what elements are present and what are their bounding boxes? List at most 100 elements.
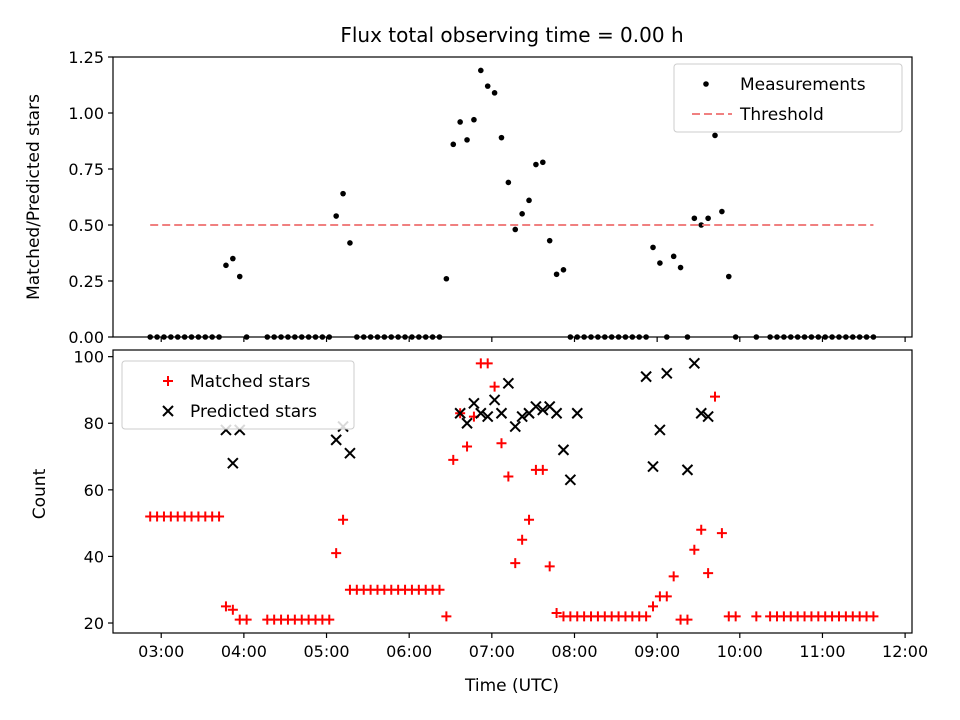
- matched-star-point: [689, 544, 700, 555]
- measurement-point: [657, 260, 663, 266]
- matched-star-point: [537, 464, 548, 475]
- measurement-point: [753, 334, 760, 340]
- matched-star-point: [703, 568, 714, 579]
- measurement-point: [856, 334, 863, 340]
- measurement-point: [422, 334, 429, 340]
- matched-star-point: [331, 548, 342, 559]
- y-tick-label: 0.00: [68, 328, 104, 347]
- predicted-star-point: [227, 457, 239, 469]
- matched-star-point: [489, 381, 500, 392]
- measurement-point: [161, 334, 167, 340]
- measurement-point: [822, 334, 829, 340]
- measurement-point: [560, 267, 567, 273]
- matched-star-point: [710, 391, 721, 402]
- predicted-star-point: [454, 407, 466, 419]
- measurement-point: [546, 237, 553, 244]
- predicted-star-point: [475, 407, 487, 419]
- measurement-point: [395, 334, 401, 340]
- measurement-point: [471, 116, 477, 123]
- x-tick-label: 06:00: [386, 642, 432, 661]
- legend-label: Predicted stars: [190, 402, 317, 422]
- matched-star-point: [448, 454, 459, 465]
- measurement-point: [787, 334, 794, 340]
- y-tick-label: 100: [73, 348, 104, 367]
- x-tick-label: 08:00: [551, 642, 597, 661]
- measurement-point: [464, 137, 470, 143]
- measurement-point: [147, 334, 153, 340]
- measurement-point: [188, 334, 195, 340]
- matched-star-point: [241, 614, 252, 625]
- measurement-point: [643, 334, 649, 340]
- measurement-point: [574, 334, 581, 340]
- measurement-point: [443, 275, 450, 282]
- measurement-point: [601, 334, 608, 340]
- measurement-point: [305, 334, 312, 340]
- measurement-point: [863, 334, 870, 340]
- measurement-point: [367, 334, 374, 340]
- measurement-point: [264, 334, 271, 340]
- matched-star-point: [716, 528, 727, 539]
- measurement-point: [360, 334, 367, 340]
- x-axis-label: Time (UTC): [464, 676, 559, 696]
- predicted-star-point: [702, 410, 714, 423]
- measurement-point: [223, 262, 229, 269]
- predicted-star-point: [530, 400, 542, 413]
- y-tick-label: 20: [84, 614, 104, 633]
- measurement-point: [498, 134, 505, 141]
- measurement-point: [540, 159, 546, 166]
- measurement-point: [595, 334, 601, 340]
- predicted-star-point: [571, 407, 583, 419]
- predicted-star-point: [502, 377, 515, 390]
- measurement-point: [794, 334, 801, 340]
- measurement-point: [808, 334, 815, 340]
- measurement-point: [312, 334, 319, 340]
- measurement-point: [491, 90, 498, 96]
- predicted-star-point: [516, 410, 528, 423]
- measurement-point: [374, 334, 381, 340]
- matched-star-point: [751, 611, 762, 622]
- matched-star-point: [668, 571, 679, 582]
- legend-label: Measurements: [740, 75, 866, 95]
- predicted-star-point: [661, 367, 673, 380]
- measurement-point: [478, 67, 484, 74]
- measurement-point: [216, 334, 222, 340]
- plot-frame: [112, 56, 913, 338]
- matched-star-point: [510, 558, 521, 569]
- matched-star-point: [441, 611, 452, 622]
- bottom-y-axis-label: Count: [30, 468, 50, 519]
- plot-frame: [112, 349, 913, 634]
- measurement-point: [230, 255, 236, 262]
- x-tick-label: 03:00: [138, 642, 184, 661]
- measurement-point: [243, 334, 250, 340]
- measurement-point: [705, 215, 711, 222]
- measurement-point: [629, 334, 636, 340]
- predicted-star-point: [537, 404, 549, 416]
- measurement-point: [801, 334, 808, 340]
- measurement-point: [285, 334, 291, 340]
- legend-marker: [163, 376, 173, 386]
- predicted-star-point: [461, 417, 473, 429]
- predicted-star-point: [550, 407, 563, 419]
- measurement-point: [298, 334, 305, 340]
- measurement-point: [670, 253, 677, 260]
- measurement-point: [381, 334, 388, 340]
- predicted-star-point: [647, 460, 659, 473]
- matched-star-point: [338, 514, 349, 525]
- measurement-point: [663, 334, 670, 340]
- measurement-point: [843, 334, 849, 340]
- y-tick-label: 0.50: [68, 216, 104, 235]
- measurement-point: [326, 334, 333, 340]
- predicted-star-point: [557, 444, 570, 456]
- measurement-point: [429, 334, 436, 340]
- matched-star-point: [648, 601, 659, 612]
- y-tick-label: 1.00: [68, 104, 104, 123]
- x-tick-label: 12:00: [882, 642, 928, 661]
- x-tick-label: 05:00: [303, 642, 349, 661]
- predicted-star-point: [344, 447, 356, 459]
- predicted-star-point: [688, 357, 701, 370]
- measurement-point: [436, 334, 443, 340]
- measurement-point: [505, 179, 512, 186]
- measurement-point: [195, 334, 202, 340]
- matched-star-point: [496, 438, 507, 449]
